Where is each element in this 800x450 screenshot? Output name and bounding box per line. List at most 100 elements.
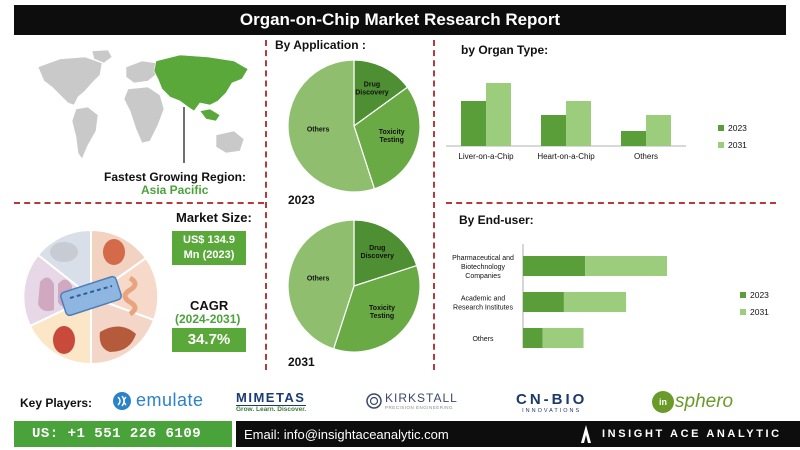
footer-brand: INSIGHT ACE ANALYTIC [602,428,782,440]
pie-slice-others [287,219,355,350]
report-title: Organ-on-Chip Market Research Report [14,5,786,35]
kirkstall-tagline: PRECISION ENGINEERING [385,405,454,410]
market-size-value-2: Mn (2023) [183,249,235,261]
emulate-text: emulate [136,390,204,410]
pie-slice-drug-discovery [353,219,418,287]
enduser-title: By End-user: [459,213,534,227]
footer-bar: Email: info@insightaceanalytic.com INSIG… [236,421,800,447]
organ-illustration [22,228,160,366]
south-america-shape [71,106,99,160]
region-label: Fastest Growing Region: [104,170,247,184]
emulate-icon [113,391,131,410]
lung-segment [22,253,93,328]
kirkstall-logo: KIRKSTALL PRECISION ENGINEERING [366,391,458,410]
heart-icon [103,239,125,265]
southeast-asia-shape [199,108,221,122]
insphero-logo: in sphero [652,391,733,413]
cnbio-tagline: INNOVATIONS [522,408,582,414]
liver-icon [99,326,136,352]
enduser-legend-label-2023: 2023 [750,290,769,300]
pie-slice-drug-discovery [353,59,409,128]
kirkstall-icon [366,392,382,409]
asia-pacific-shape [153,54,249,112]
cagr-period: (2024-2031) [175,312,241,326]
cagr-label: CAGR [190,298,229,313]
pie-slice-toxicity-testing [353,86,421,190]
divider-left-h [14,202,264,204]
market-size-box: US$ 134.9 Mn (2023) [172,231,246,265]
world-map [37,49,249,163]
end-user-bar-chart: Pharmaceutical and Biotechnology Companies… [452,244,769,348]
organ-bar-2031-0 [486,83,511,146]
organ-bar-2023-1 [541,115,566,146]
kidney-icon [53,326,75,354]
australia-shape [215,130,245,154]
kirkstall-text: KIRKSTALL [385,391,458,405]
organ-bar-2023-2 [621,131,646,146]
key-players-label: Key Players: [20,396,93,410]
footer-email[interactable]: Email: info@insightaceanalytic.com [244,427,449,442]
pie-label-drug-discovery: Drug Discovery [361,245,395,260]
divider-left [265,40,267,370]
enduser-category-label: Pharmaceutical and Biotechnology Companies [452,255,514,280]
market-size-label: Market Size: [176,210,252,225]
organ-legend-label-2031: 2031 [728,140,747,150]
organ-bar-2023-0 [461,101,486,146]
africa-shape [123,86,165,144]
organ-legend-swatch-2031 [718,142,724,148]
intestine-icon [122,275,138,317]
brain-segment [36,228,92,300]
insphero-prefix-icon: in [652,391,674,413]
emulate-logo: emulate [112,390,204,411]
enduser-legend-swatch-2031 [740,309,746,315]
enduser-legend-label-2031: 2031 [750,307,769,317]
enduser-bar-2023-2 [523,328,543,348]
enduser-legend-swatch-2023 [740,292,746,298]
application-title: By Application : [275,38,366,52]
europe-shape [125,60,159,84]
insphero-prefix: in [659,397,667,407]
chip-icon [60,275,122,317]
pie-slice-others [287,59,376,193]
north-america-shape [37,56,103,106]
organ-category-label: Others [634,152,658,161]
enduser-category-label: Others [472,336,494,343]
cnbio-logo: CN-BIO INNOVATIONS [516,391,587,414]
pie-slice-toxicity-testing [332,264,421,353]
organ-legend-label-2023: 2023 [728,123,747,133]
market-size-value-1: US$ 134.9 [183,234,235,246]
enduser-bar-2023-1 [523,292,564,312]
divider-right-h [446,202,776,204]
enduser-bar-2023-0 [523,256,586,276]
organ-bar-2031-2 [646,115,671,146]
divider-right [433,40,435,370]
mimetas-logo: MIMETAS Grow. Learn. Discover. [236,390,307,413]
enduser-bar-2031-0 [585,256,667,276]
intestine-segment [88,256,160,322]
organ-category-label: Liver-on-a-Chip [458,152,514,161]
pie-label-others: Others [307,127,330,134]
mimetas-text: MIMETAS [236,390,307,406]
insight-ace-logo-icon [581,425,591,443]
pie-2023-year: 2023 [288,193,315,207]
cagr-value: 34.7% [172,328,246,352]
pie-label-toxicity-testing: Toxicity Testing [379,129,405,144]
organ-type-bar-chart: Liver-on-a-Chip Heart-on-a-Chip Others 2023… [446,83,747,161]
enduser-bar-2031-2 [542,328,584,348]
brain-icon [50,242,78,262]
mimetas-tagline: Grow. Learn. Discover. [236,406,307,413]
footer-phone[interactable]: US: +1 551 226 6109 [14,421,232,447]
pie-label-toxicity-testing: Toxicity Testing [369,305,395,320]
enduser-bar-2031-1 [563,292,627,312]
pie-chart-2023: Drug Discovery Toxicity Testing Others [287,59,421,193]
organ-bar-2031-1 [566,101,591,146]
insphero-text: sphero [675,391,734,412]
organ-category-label: Heart-on-a-Chip [537,152,595,161]
region-value: Asia Pacific [141,183,209,197]
pie-label-drug-discovery: Drug Discovery [355,82,389,97]
pie-chart-2031: Drug Discovery Toxicity Testing Others [287,219,421,353]
organ-legend-swatch-2023 [718,125,724,131]
enduser-category-label: Academic and Research Institutes [453,296,513,312]
cnbio-text: CN-BIO [516,391,588,408]
greenland-shape [91,49,113,64]
